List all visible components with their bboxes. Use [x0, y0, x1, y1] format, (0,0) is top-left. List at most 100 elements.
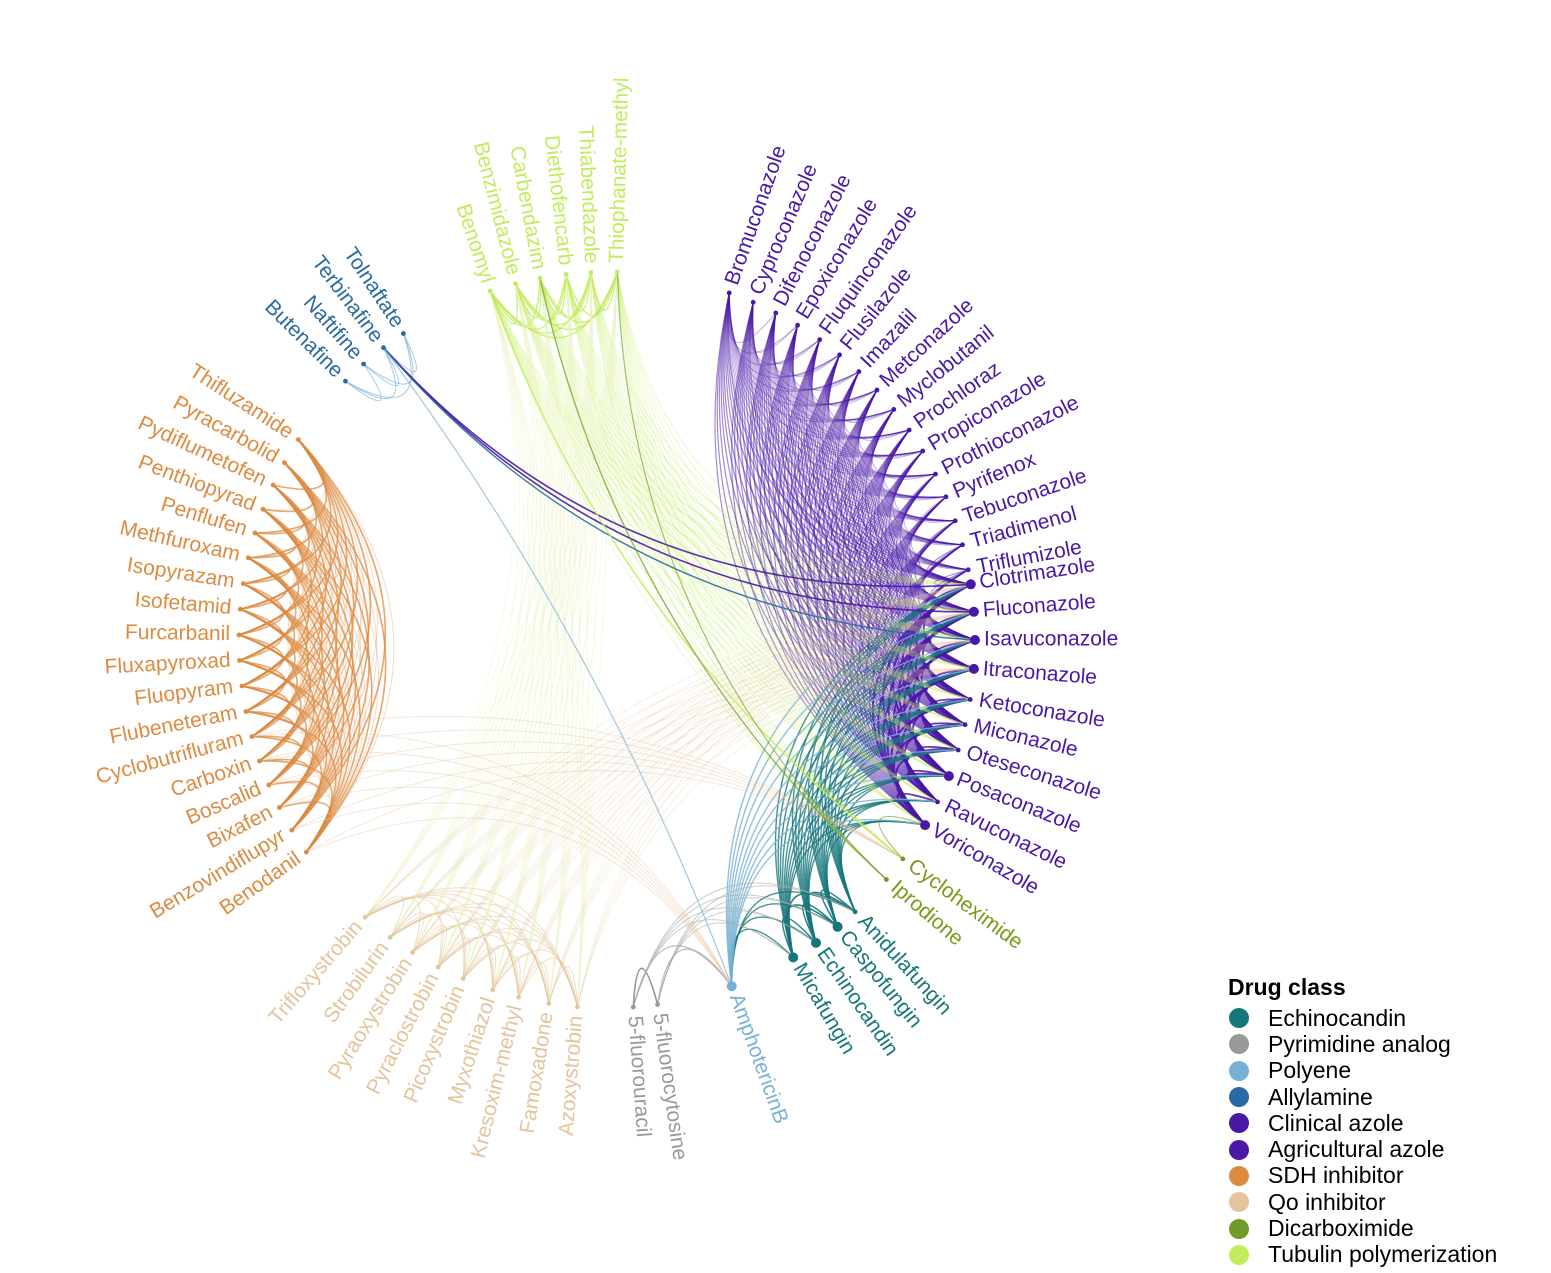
connection-line — [389, 274, 570, 938]
connection-line — [243, 583, 356, 853]
node-dot — [245, 555, 251, 561]
legend-dot — [1229, 1244, 1249, 1265]
legend-item: SDH inhibitor — [1228, 1162, 1497, 1189]
connection-line — [806, 389, 926, 826]
connection-line — [548, 668, 974, 1004]
node-label: Azoxystrobin — [555, 1015, 588, 1137]
legend-dot — [1229, 1034, 1249, 1055]
connection-line — [364, 290, 516, 918]
legend-label: Qo inhibitor — [1268, 1188, 1386, 1215]
connection-line — [489, 290, 938, 803]
connection-line — [245, 711, 304, 786]
connection-line — [548, 272, 618, 1004]
connection-line — [565, 274, 904, 860]
connection-line — [364, 272, 618, 918]
connection-line — [590, 272, 887, 880]
connection-line — [539, 278, 926, 826]
node-dot — [260, 506, 266, 512]
connection-line — [539, 278, 938, 803]
connection-line — [784, 354, 926, 826]
connection-line — [240, 608, 303, 737]
connection-line — [616, 272, 950, 777]
connection-line — [489, 290, 904, 860]
legend-dot — [1229, 1165, 1249, 1186]
node-dot — [239, 683, 245, 689]
node-dot — [236, 632, 242, 638]
node-dot — [516, 994, 521, 1000]
connection-line — [262, 508, 373, 853]
node-dot — [303, 849, 309, 855]
connection-line — [345, 347, 397, 399]
node-label: Thiophanate-methyl — [605, 77, 633, 263]
connection-line — [590, 272, 976, 641]
connection-line — [251, 715, 904, 860]
node-dot — [630, 1004, 636, 1010]
connection-line — [462, 947, 497, 990]
connection-line — [590, 272, 974, 613]
node-dot — [460, 976, 466, 982]
connection-line — [824, 611, 975, 913]
connection-line — [822, 371, 971, 701]
connection-line — [437, 274, 572, 968]
connection-line — [539, 278, 959, 751]
legend-dot — [1229, 1218, 1249, 1239]
node-dot — [726, 290, 732, 296]
connection-line — [616, 272, 975, 670]
connection-line — [243, 462, 320, 585]
legend-label: Agricultural azole — [1268, 1136, 1445, 1163]
connection-line — [657, 922, 794, 1005]
node-dot — [795, 322, 800, 328]
connection-line — [462, 272, 618, 979]
connection-line — [462, 272, 592, 979]
node-dot — [240, 581, 246, 587]
connection-line — [412, 272, 618, 953]
connection-line — [364, 668, 974, 918]
connection-line — [262, 508, 363, 831]
connection-line — [254, 532, 330, 762]
node-dot — [614, 269, 620, 275]
connection-line — [239, 484, 322, 661]
connection-line — [254, 439, 327, 534]
connection-line — [616, 272, 976, 641]
node-dot — [277, 805, 282, 810]
connection-line — [248, 557, 332, 786]
connection-line — [616, 272, 904, 860]
connection-line — [518, 668, 974, 998]
connection-line — [565, 274, 975, 670]
legend-item: Tubulin polymerization — [1228, 1241, 1497, 1268]
connection-line — [565, 274, 959, 751]
connection-line — [262, 462, 314, 513]
connection-line — [577, 668, 974, 1007]
node-dot — [487, 288, 493, 294]
connection-line — [437, 283, 542, 968]
connection-line — [239, 660, 331, 831]
connection-line — [820, 889, 856, 928]
connection-line — [245, 532, 316, 712]
connection-line — [462, 639, 976, 979]
connection-line — [291, 439, 387, 831]
node-dot — [266, 782, 272, 788]
connection-line — [240, 439, 335, 610]
connection-line — [565, 274, 974, 613]
connection-line — [239, 583, 290, 661]
connection-line — [616, 272, 887, 880]
connection-line — [364, 274, 569, 918]
connection-line — [492, 611, 974, 991]
legend-title: Drug class — [1228, 974, 1346, 1000]
connection-line — [518, 639, 976, 998]
node-dot — [490, 987, 496, 993]
connection-line — [437, 639, 976, 968]
connection-line — [539, 271, 618, 324]
connection-line — [565, 274, 966, 726]
connection-line — [548, 966, 578, 1007]
connection-line — [779, 639, 976, 958]
connection-line — [539, 278, 971, 585]
connection-line — [539, 278, 586, 1007]
connection-line — [565, 274, 938, 803]
connection-line — [539, 278, 887, 881]
node-dot — [967, 697, 973, 702]
connection-line — [878, 815, 926, 860]
connection-line — [251, 439, 359, 738]
node-dot — [788, 952, 799, 963]
connection-line — [248, 439, 329, 559]
